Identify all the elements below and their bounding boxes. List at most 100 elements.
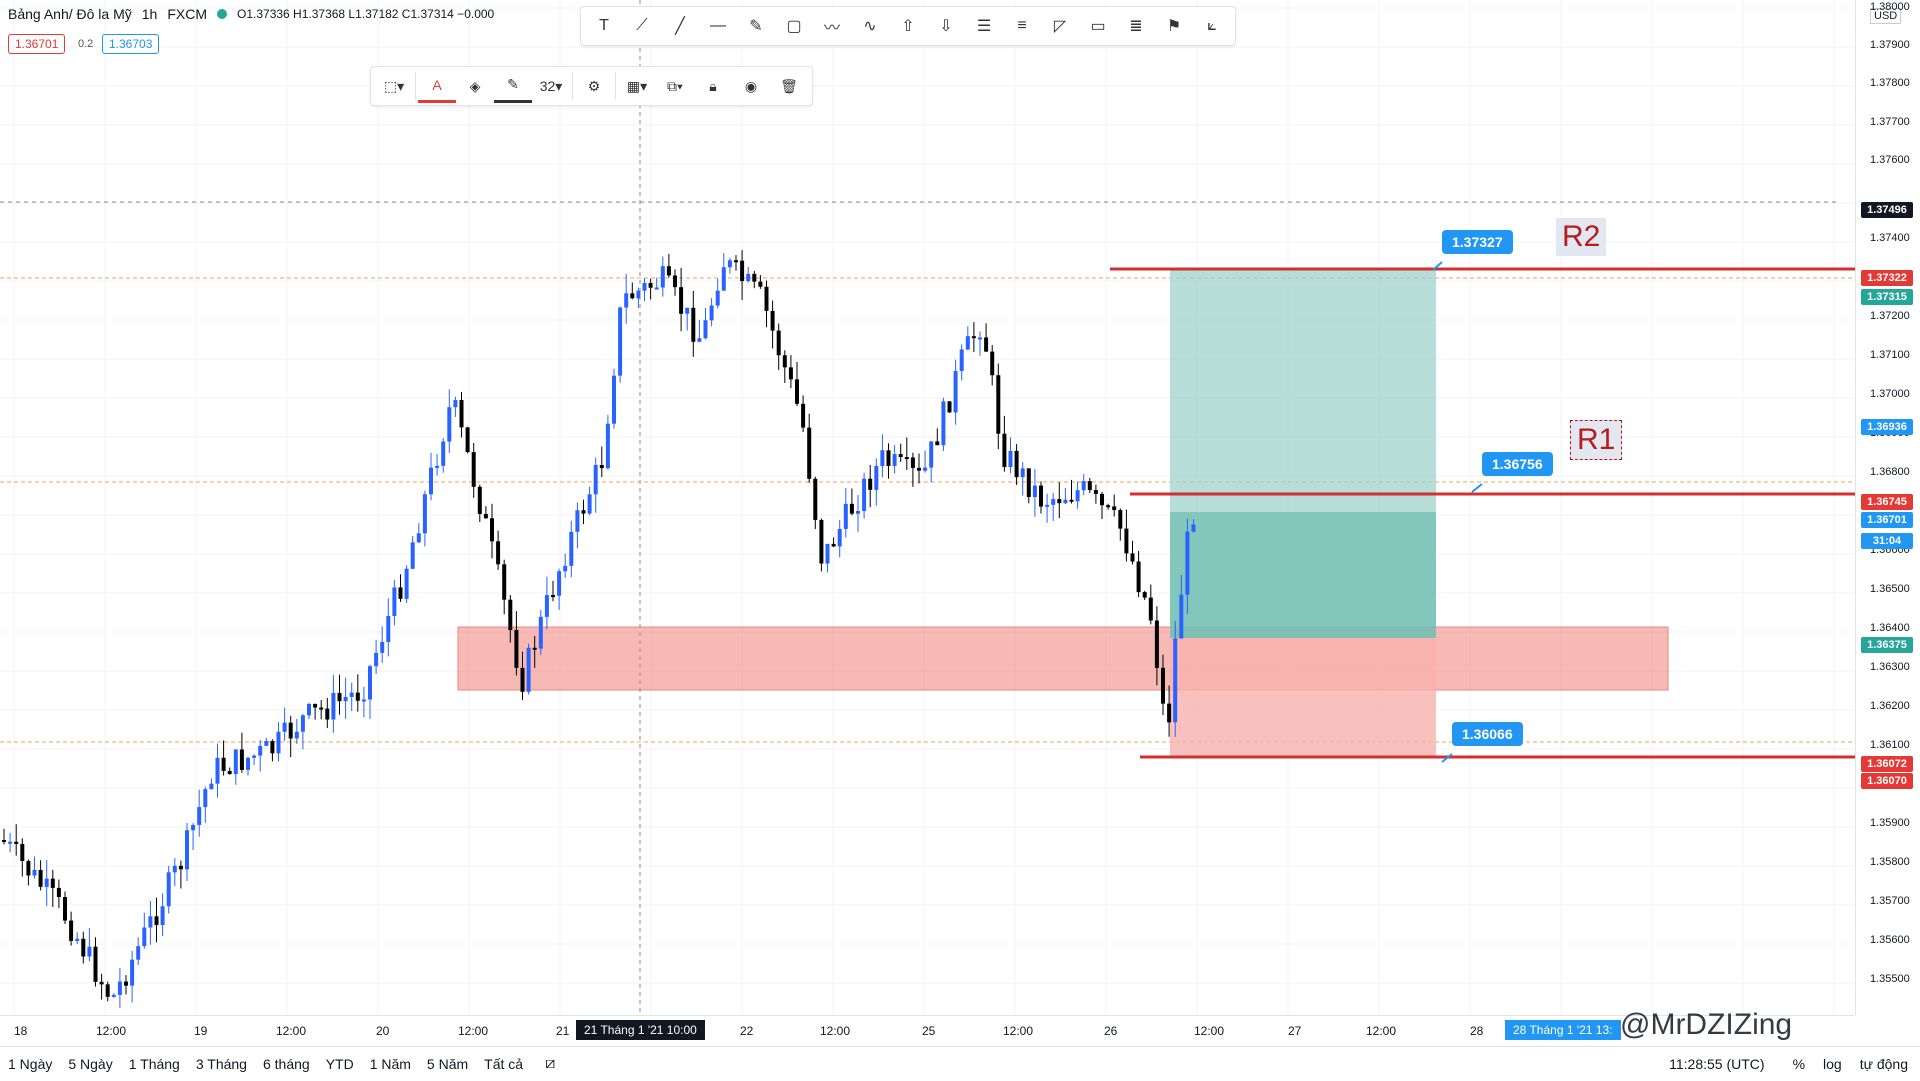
price-tag[interactable]: 1.36745 — [1861, 494, 1913, 510]
eye-icon[interactable]: ◉ — [744, 77, 758, 94]
currency-label[interactable]: USD — [1870, 8, 1902, 24]
price-tick: 1.35800 — [1870, 856, 1910, 868]
candle-body — [429, 467, 433, 495]
chart-area[interactable] — [0, 0, 1855, 1015]
gear-icon[interactable]: ⚙ — [587, 77, 601, 94]
price-tag[interactable]: 1.36070 — [1861, 773, 1913, 789]
date-range-icon[interactable]: ⧄ — [545, 1055, 556, 1072]
price-tick: 1.35700 — [1870, 895, 1910, 907]
range-button[interactable]: Tất cả — [484, 1056, 524, 1072]
range-button[interactable]: 5 Ngày — [68, 1056, 113, 1072]
range-button[interactable]: 6 tháng — [262, 1056, 310, 1072]
callout-icon[interactable]: ◸ — [1053, 18, 1067, 35]
flag-icon[interactable]: ⚑ — [1166, 18, 1182, 35]
range-button[interactable]: 1 Ngày — [8, 1056, 53, 1072]
price-tag[interactable]: 1.36072 — [1861, 756, 1913, 772]
auto-toggle[interactable]: tự động — [1859, 1056, 1908, 1072]
rectangle-icon[interactable]: ▢ — [786, 18, 802, 35]
range-button[interactable]: 1 Tháng — [128, 1056, 180, 1072]
price-tag[interactable]: 1.36936 — [1861, 419, 1913, 435]
horizontal-line-icon[interactable]: — — [710, 17, 726, 34]
candle-body — [252, 755, 257, 758]
trash-icon[interactable]: 🗑︎ — [780, 77, 798, 94]
candle-body — [715, 290, 720, 306]
candle-body — [697, 338, 702, 342]
buy-price-button[interactable]: 1.36703 — [102, 34, 160, 54]
candle-body — [490, 518, 494, 542]
trend-line-icon[interactable]: ⟋ — [636, 17, 648, 34]
font-size-select[interactable]: 32 ▾ — [539, 77, 563, 95]
arrow-down-icon[interactable]: ⇩ — [939, 18, 953, 35]
price-tag[interactable]: 31:04 — [1861, 533, 1913, 549]
curve-icon[interactable]: ∿ — [863, 18, 877, 35]
note-icon[interactable]: ▭ — [1090, 18, 1106, 35]
visual-order-icon[interactable]: ▦▾ — [626, 77, 648, 94]
text-tool-icon[interactable]: T — [599, 17, 609, 34]
lock-icon[interactable]: 🔒︎ — [709, 77, 717, 94]
price-tick: 1.37700 — [1870, 116, 1910, 128]
path-icon[interactable]: 〰 — [823, 20, 840, 37]
ray-icon[interactable]: ╱ — [675, 18, 685, 35]
candle-body — [965, 336, 970, 350]
r1-label[interactable]: R1 — [1570, 420, 1623, 460]
measure-icon[interactable]: ⟀ — [1207, 17, 1217, 34]
r2-label[interactable]: R2 — [1556, 218, 1607, 256]
price-tag[interactable]: 1.36375 — [1861, 637, 1913, 653]
log-toggle[interactable]: log — [1823, 1056, 1842, 1072]
clone-icon[interactable]: ⧉▾ — [667, 77, 683, 94]
range-button[interactable]: 1 Năm — [369, 1056, 411, 1072]
price-callout-bottom[interactable]: 1.36066 — [1452, 722, 1523, 746]
candle-body — [709, 305, 714, 321]
price-tag[interactable]: 1.37322 — [1861, 270, 1913, 286]
range-button[interactable]: 5 Năm — [426, 1056, 469, 1072]
candle-body — [313, 703, 318, 708]
candle-body — [575, 510, 580, 532]
price-tag[interactable]: 1.36701 — [1861, 512, 1913, 528]
fib-icon[interactable]: ≡ — [1017, 17, 1027, 34]
range-button[interactable]: 3 Tháng — [195, 1056, 247, 1072]
candle-body — [776, 330, 781, 356]
parallel-channel-icon[interactable]: ☰ — [976, 18, 992, 35]
drawing-tools-toolbar: T ⟋ ╱ — ✎ ▢ 〰 ∿ ⇧ ⇩ ☰ ≡ ◸ ▭ ≣ ⚑ ⟀ — [580, 6, 1236, 46]
price-tick: 1.36200 — [1870, 700, 1910, 712]
price-tag[interactable]: 1.37315 — [1861, 289, 1913, 305]
candle-body — [1161, 667, 1165, 704]
price-callout-mid[interactable]: 1.36756 — [1482, 452, 1553, 476]
candle-body — [276, 731, 281, 754]
candle-body — [618, 307, 623, 376]
candle-body — [355, 692, 360, 701]
candle-body — [764, 286, 769, 311]
sell-price-button[interactable]: 1.36701 — [8, 34, 66, 54]
candle-body — [392, 587, 397, 616]
candle-body — [172, 865, 177, 873]
template-icon[interactable]: ⬚▾ — [383, 77, 405, 94]
price-callout-top[interactable]: 1.37327 — [1442, 230, 1513, 254]
candle-body — [422, 494, 427, 534]
range-button[interactable]: YTD — [325, 1056, 354, 1072]
candle-body — [648, 283, 653, 288]
price-chart[interactable] — [0, 0, 1855, 1015]
candle-body — [191, 824, 196, 831]
candle-body — [929, 441, 934, 468]
price-tag[interactable]: 1.37496 — [1861, 202, 1913, 218]
time-axis[interactable]: 18 12:00 19 12:00 20 12:00 21 22 12:00 25 12:00 26 1… — [0, 1008, 1855, 1046]
percent-toggle[interactable]: % — [1792, 1056, 1806, 1072]
line-color-icon[interactable]: ✎ — [494, 70, 532, 103]
pitchfork-icon[interactable]: ≣ — [1129, 18, 1143, 35]
candle-body — [1100, 493, 1104, 506]
price-tick: 1.35600 — [1870, 934, 1910, 946]
clock[interactable]: 11:28:55 (UTC) — [1669, 1056, 1765, 1072]
candle-body — [874, 465, 879, 490]
brush-icon[interactable]: ✎ — [749, 18, 763, 35]
candle-body — [910, 457, 915, 468]
candle-body — [325, 708, 330, 720]
candle-body — [660, 266, 665, 288]
text-color-icon[interactable]: A — [418, 70, 456, 103]
fill-color-icon[interactable]: ◈ — [469, 77, 481, 94]
interval-label[interactable]: 1h — [141, 6, 158, 22]
symbol-name[interactable]: Bảng Anh/ Đô la Mỹ — [8, 6, 132, 22]
candle-body — [124, 981, 128, 986]
arrow-up-icon[interactable]: ⇧ — [901, 18, 915, 35]
candle-body — [221, 757, 226, 771]
candle-body — [502, 564, 507, 600]
